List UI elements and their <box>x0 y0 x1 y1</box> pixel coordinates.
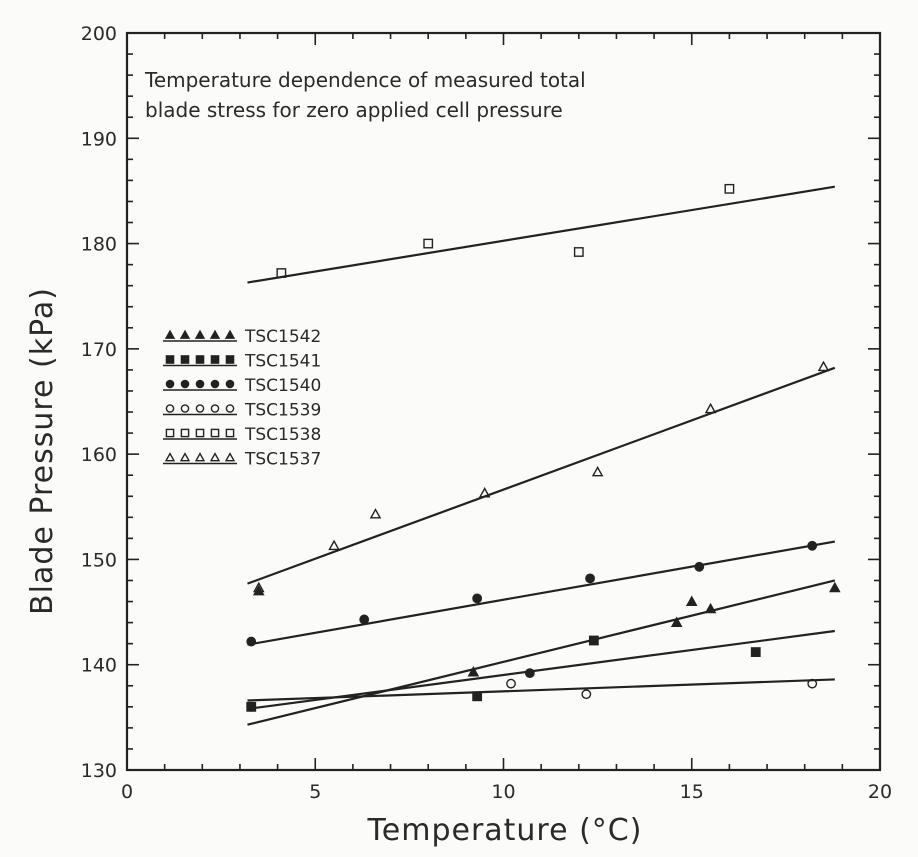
point-TSC1542 <box>252 584 265 596</box>
point-TSC1540 <box>585 573 595 584</box>
fit-line-TSC1537 <box>247 366 836 585</box>
point-TSC1541 <box>588 635 599 646</box>
y-tick-label: 190 <box>81 128 117 150</box>
legend: TSC1542 TSC1541 TSC1540 TSC1539 TSC1538 TSC15… <box>163 327 321 470</box>
legend-marker-TSC1542 <box>209 329 221 339</box>
legend-marker-TSC1542 <box>194 329 206 339</box>
legend-marker-TSC1538 <box>195 428 205 438</box>
point-TSC1538 <box>724 183 735 194</box>
legend-marker-TSC1538 <box>180 428 190 438</box>
point-TSC1541 <box>750 647 761 657</box>
legend-label-TSC1540: TSC1540 <box>244 376 321 396</box>
fit-line-TSC1538 <box>247 185 835 284</box>
x-axis-title: Temperature (°C) <box>367 813 643 848</box>
legend-marker-TSC1540 <box>210 379 220 389</box>
legend-marker-TSC1541 <box>210 355 220 364</box>
legend-marker-TSC1540 <box>225 379 235 389</box>
legend-marker-TSC1541 <box>195 355 205 364</box>
legend-marker-TSC1538 <box>210 428 220 438</box>
plot-frame <box>125 31 882 772</box>
plot-area <box>125 31 882 772</box>
legend-marker-TSC1541 <box>225 355 235 364</box>
legend-marker-TSC1542 <box>179 329 191 339</box>
point-TSC1537 <box>369 508 382 519</box>
x-tick-label: 5 <box>309 781 321 803</box>
data-points <box>246 183 841 712</box>
point-TSC1542 <box>670 616 683 627</box>
y-tick-labels: 130 140 150 160 170 180 190 200 <box>81 23 117 782</box>
legend-marker-TSC1538 <box>225 428 235 438</box>
point-TSC1540 <box>472 593 483 604</box>
y-tick-label: 160 <box>81 444 117 466</box>
legend-marker-TSC1539 <box>225 404 235 413</box>
x-tick-label: 10 <box>491 781 515 803</box>
point-TSC1538 <box>423 238 434 249</box>
point-TSC1542 <box>704 602 717 614</box>
point-TSC1539 <box>807 678 818 689</box>
y-tick-label: 130 <box>81 760 117 782</box>
point-TSC1537 <box>478 487 491 498</box>
legend-label-TSC1537: TSC1537 <box>244 450 321 470</box>
point-TSC1537 <box>328 539 340 551</box>
legend-marker-TSC1537 <box>164 452 176 462</box>
legend-label-TSC1538: TSC1538 <box>244 425 321 445</box>
point-TSC1540 <box>524 668 535 679</box>
x-tick-label: 0 <box>121 781 133 803</box>
axis-ticks <box>126 32 881 771</box>
point-TSC1540 <box>694 561 705 572</box>
point-TSC1538 <box>573 247 584 257</box>
x-tick-label: 15 <box>680 781 704 803</box>
legend-label-TSC1542: TSC1542 <box>244 327 321 347</box>
chart-annotation-line-2: blade stress for zero applied cell press… <box>145 98 563 122</box>
legend-marker-TSC1537 <box>194 452 206 462</box>
legend-label-TSC1541: TSC1541 <box>244 352 321 372</box>
legend-marker-TSC1539 <box>195 404 205 413</box>
point-TSC1541 <box>472 691 483 702</box>
legend-marker-TSC1539 <box>210 404 220 413</box>
legend-marker-TSC1538 <box>165 428 175 438</box>
legend-marker-TSC1539 <box>165 404 175 413</box>
x-tick-label: 20 <box>868 781 892 803</box>
point-TSC1540 <box>246 636 257 647</box>
chart-annotation-line-1: Temperature dependence of measured total <box>144 68 586 92</box>
fit-lines <box>247 185 836 726</box>
point-TSC1539 <box>506 678 516 689</box>
y-tick-label: 140 <box>81 655 117 677</box>
legend-marker-TSC1542 <box>224 329 236 339</box>
point-TSC1537 <box>817 360 830 372</box>
point-TSC1537 <box>252 581 265 593</box>
y-tick-label: 180 <box>81 234 117 256</box>
legend-marker-TSC1541 <box>165 355 175 364</box>
legend-marker-TSC1537 <box>209 452 221 462</box>
point-TSC1540 <box>807 540 818 551</box>
legend-marker-TSC1540 <box>165 379 175 389</box>
legend-marker-TSC1542 <box>164 329 176 339</box>
point-TSC1539 <box>246 701 257 712</box>
legend-marker-TSC1537 <box>179 452 191 462</box>
fit-line-TSC1539 <box>247 678 835 702</box>
y-axis-title: Blade Pressure (kPa) <box>25 287 60 615</box>
point-TSC1542 <box>467 666 480 677</box>
point-TSC1538 <box>276 268 287 278</box>
legend-marker-TSC1541 <box>180 355 190 364</box>
fit-line-TSC1540 <box>247 540 836 646</box>
y-tick-label: 150 <box>81 549 117 571</box>
point-TSC1539 <box>581 689 592 700</box>
point-TSC1540 <box>359 614 370 625</box>
legend-marker-TSC1539 <box>180 404 190 413</box>
point-TSC1537 <box>704 402 717 414</box>
point-TSC1537 <box>591 465 604 477</box>
legend-marker-TSC1540 <box>195 379 205 389</box>
point-TSC1542 <box>685 595 698 606</box>
y-tick-label: 170 <box>81 339 117 361</box>
legend-marker-TSC1537 <box>224 452 236 462</box>
x-tick-labels: 0 5 10 15 20 <box>121 781 892 803</box>
fit-line-TSC1542 <box>247 579 836 726</box>
legend-marker-TSC1540 <box>180 379 190 389</box>
legend-label-TSC1539: TSC1539 <box>244 401 321 421</box>
point-TSC1542 <box>829 581 841 593</box>
y-tick-label: 200 <box>81 23 117 45</box>
